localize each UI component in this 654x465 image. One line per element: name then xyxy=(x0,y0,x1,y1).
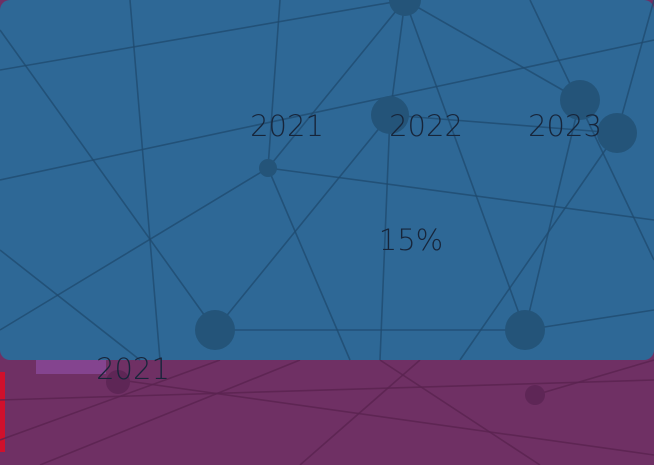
footer-year: 2021 xyxy=(96,352,170,386)
screen: 2021 2022 2023 15% 2021 xyxy=(0,0,654,465)
page: 2021 2022 2023 15% 2021 (() => { const d… xyxy=(0,0,654,465)
tab-label[interactable]: 2022 xyxy=(389,109,463,143)
tab-label[interactable]: 2023 xyxy=(528,109,602,143)
tab-label[interactable]: 2021 xyxy=(250,109,324,143)
value-text: 15% xyxy=(379,223,443,257)
